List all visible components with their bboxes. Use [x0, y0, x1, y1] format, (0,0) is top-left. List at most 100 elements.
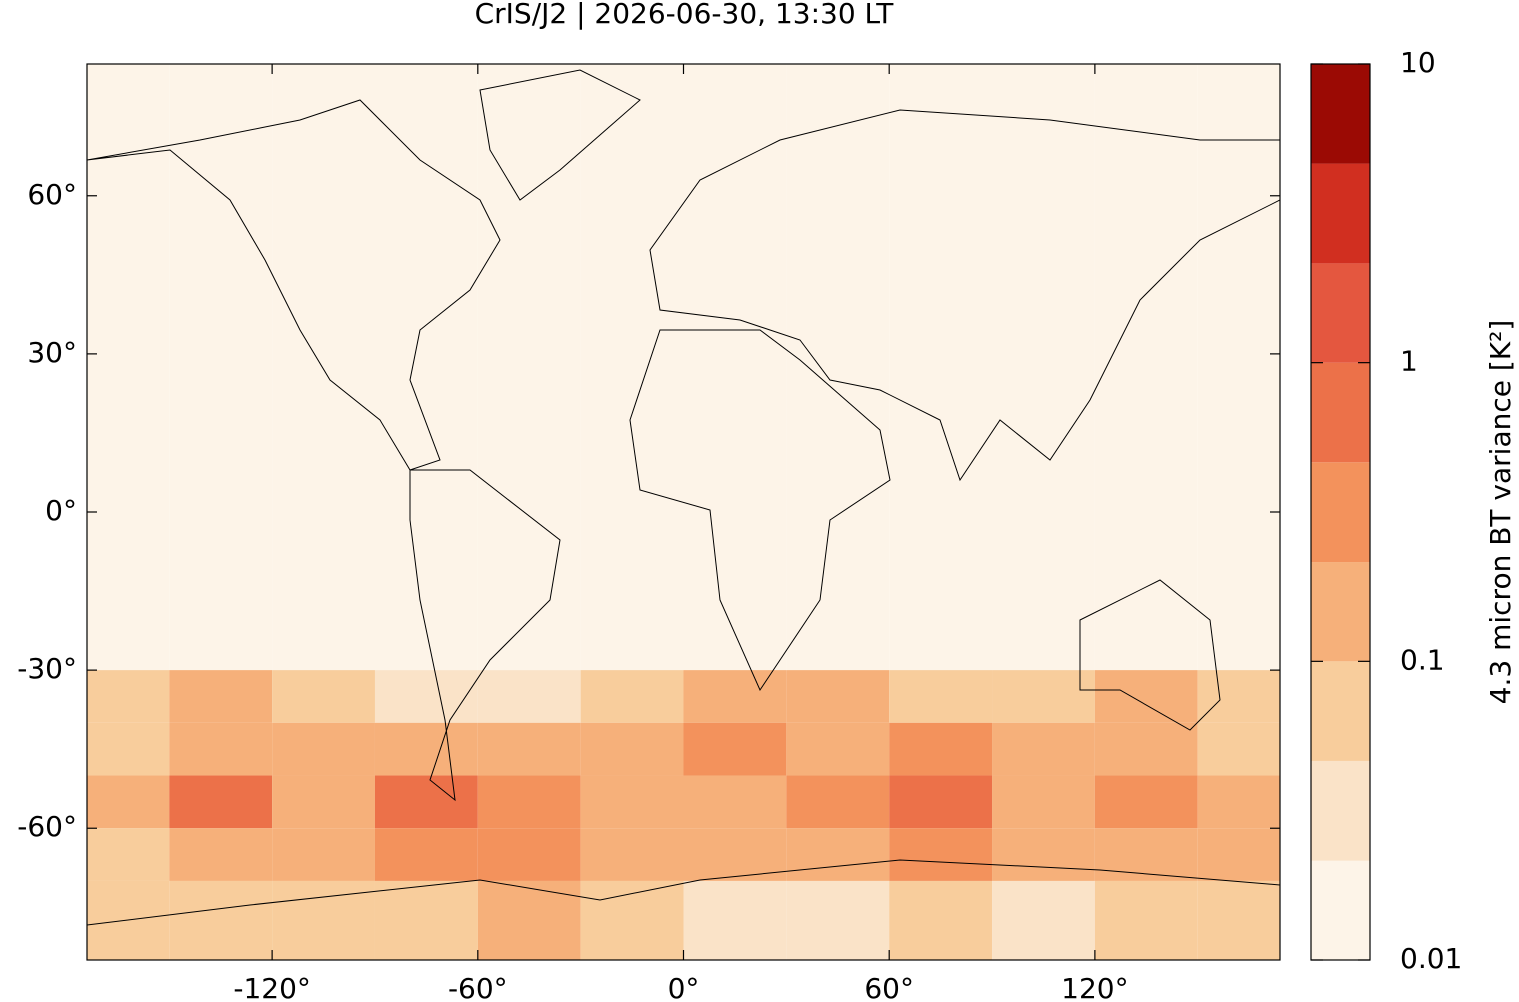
- field-cell: [374, 722, 478, 776]
- x-tick-label: -120°: [233, 972, 311, 1002]
- field-cell: [272, 64, 375, 671]
- field-cell: [477, 880, 581, 960]
- field-cell: [580, 670, 684, 723]
- field-cell: [889, 64, 993, 671]
- field-cell: [889, 775, 993, 829]
- y-tick-label: 60°: [27, 178, 77, 211]
- y-tick-label: 30°: [27, 336, 77, 369]
- field-cell: [1197, 670, 1280, 723]
- field-cell: [1094, 670, 1198, 723]
- coastline: [87, 99, 501, 471]
- field-cell: [889, 828, 993, 881]
- colorbar-segment: [1311, 362, 1370, 463]
- coastline: [1079, 579, 1221, 731]
- field-cell: [1094, 722, 1198, 776]
- field-cell: [786, 64, 890, 671]
- field-cell: [1094, 64, 1198, 671]
- field-cell: [786, 670, 890, 723]
- field-cell: [169, 775, 273, 829]
- field-cell: [87, 880, 170, 960]
- field-cell: [786, 880, 890, 960]
- field-cell: [272, 670, 375, 723]
- y-tick-label: 0°: [45, 494, 77, 527]
- field-cell: [477, 722, 581, 776]
- colorbar-tick-label: 1: [1400, 345, 1418, 378]
- field-cell: [374, 775, 478, 829]
- field-cell: [1197, 64, 1280, 671]
- field-cell: [580, 722, 684, 776]
- field-cell: [87, 828, 170, 881]
- field-cell: [992, 670, 1095, 723]
- field-cell: [87, 64, 170, 671]
- colorbar-segment: [1311, 163, 1370, 264]
- colorbar-segment: [1311, 661, 1370, 761]
- field-cell: [1094, 828, 1198, 881]
- x-tick-label: 60°: [864, 972, 914, 1002]
- field-cell: [683, 880, 787, 960]
- field-cell: [1094, 775, 1198, 829]
- field-cell: [889, 880, 993, 960]
- y-tick-label: -60°: [17, 810, 77, 843]
- field-cell: [374, 880, 478, 960]
- field-cell: [169, 828, 273, 881]
- field-cell: [1197, 775, 1280, 829]
- field-cell: [477, 775, 581, 829]
- coastline: [87, 859, 1280, 926]
- colorbar-label: 4.3 micron BT variance [K²]: [1484, 320, 1517, 705]
- variance-field: [87, 64, 1280, 960]
- field-cell: [683, 670, 787, 723]
- field-cell: [992, 64, 1095, 671]
- chart-title: CrIS/J2 | 2026-06-30, 13:30 LT: [475, 0, 895, 30]
- coastlines: [87, 69, 1280, 926]
- field-cell: [580, 880, 684, 960]
- field-cell: [683, 64, 787, 671]
- field-cell: [580, 64, 684, 671]
- coastline: [629, 329, 891, 692]
- field-cell: [889, 722, 993, 776]
- coastline: [479, 69, 641, 201]
- colorbar-segment: [1311, 263, 1370, 363]
- field-cell: [272, 828, 375, 881]
- field-cell: [169, 880, 273, 960]
- colorbar-tick-label: 0.01: [1400, 942, 1462, 975]
- field-cell: [580, 775, 684, 829]
- field-cell: [580, 828, 684, 881]
- colorbar-segment: [1311, 64, 1370, 164]
- field-cell: [1197, 722, 1280, 776]
- colorbar-frame: [1310, 63, 1371, 961]
- field-cell: [477, 64, 581, 671]
- field-cell: [1094, 880, 1198, 960]
- field-cell: [889, 670, 993, 723]
- field-cell: [272, 722, 375, 776]
- field-cell: [169, 64, 273, 671]
- colorbar-segment: [1311, 860, 1370, 960]
- field-cell: [374, 670, 478, 723]
- field-cell: [992, 775, 1095, 829]
- field-cell: [786, 828, 890, 881]
- field-cell: [87, 722, 170, 776]
- colorbar-tick-label: 10: [1400, 46, 1436, 79]
- colorbar-segment: [1311, 562, 1370, 662]
- field-cell: [477, 828, 581, 881]
- colorbar-segment: [1311, 462, 1370, 563]
- coastline: [409, 469, 561, 802]
- field-cell: [87, 670, 170, 723]
- field-cell: [477, 670, 581, 723]
- x-tick-label: -60°: [448, 972, 508, 1002]
- x-tick-label: 0°: [668, 972, 700, 1002]
- field-cell: [272, 880, 375, 960]
- field-cell: [992, 722, 1095, 776]
- field-cell: [683, 828, 787, 881]
- field-cell: [169, 722, 273, 776]
- field-cell: [87, 775, 170, 829]
- field-cell: [1197, 880, 1280, 960]
- x-tick-label: 120°: [1061, 972, 1128, 1002]
- coastline: [649, 109, 1280, 482]
- field-cell: [374, 64, 478, 671]
- field-cell: [683, 775, 787, 829]
- colorbar-tick-label: 0.1: [1400, 643, 1445, 676]
- field-cell: [374, 828, 478, 881]
- colorbar-segment: [1311, 760, 1370, 861]
